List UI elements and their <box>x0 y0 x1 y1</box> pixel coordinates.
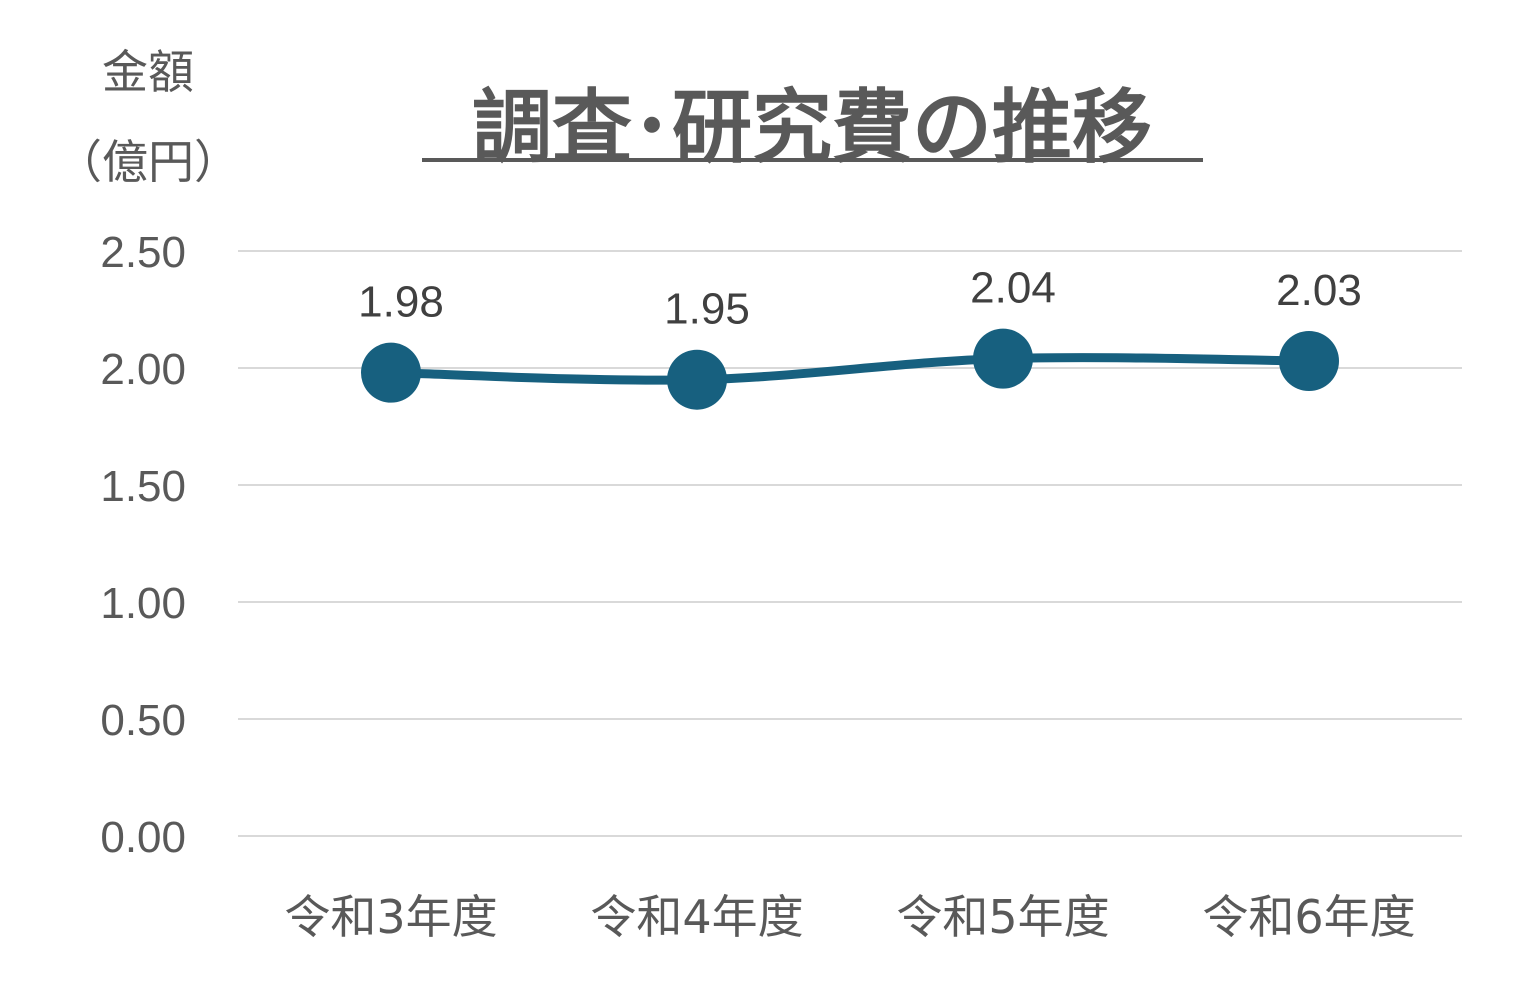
x-tick-label: 令和4年度 <box>590 890 803 944</box>
y-tick-label: 1.00 <box>100 579 186 628</box>
data-labels: 1.98 1.95 2.04 2.03 <box>358 264 1362 334</box>
series-1 <box>361 328 1339 410</box>
data-point <box>361 342 421 403</box>
x-axis-ticks: 令和3年度 令和4年度 令和5年度 令和6年度 <box>284 890 1415 944</box>
data-label: 2.03 <box>1276 266 1362 315</box>
data-label: 1.95 <box>664 285 750 334</box>
y-axis-label-line-1: 金額 <box>102 45 194 99</box>
y-tick-label: 0.00 <box>100 813 186 862</box>
series-line <box>386 353 1314 385</box>
data-label: 2.04 <box>970 264 1056 313</box>
y-tick-label: 2.50 <box>100 228 186 277</box>
gridlines <box>238 250 1462 837</box>
y-axis-ticks: 0.00 0.50 1.00 1.50 2.00 2.50 <box>100 228 186 862</box>
data-point <box>667 349 727 410</box>
data-point <box>1279 330 1339 391</box>
y-tick-label: 0.50 <box>100 696 186 745</box>
data-label: 1.98 <box>358 278 444 327</box>
x-tick-label: 令和5年度 <box>896 890 1109 944</box>
y-tick-label: 2.00 <box>100 345 186 394</box>
data-point <box>973 328 1033 389</box>
y-tick-label: 1.50 <box>100 462 186 511</box>
y-axis-label-line-2: （億円） <box>56 135 240 189</box>
x-tick-label: 令和3年度 <box>284 890 497 944</box>
x-tick-label: 令和6年度 <box>1202 890 1415 944</box>
